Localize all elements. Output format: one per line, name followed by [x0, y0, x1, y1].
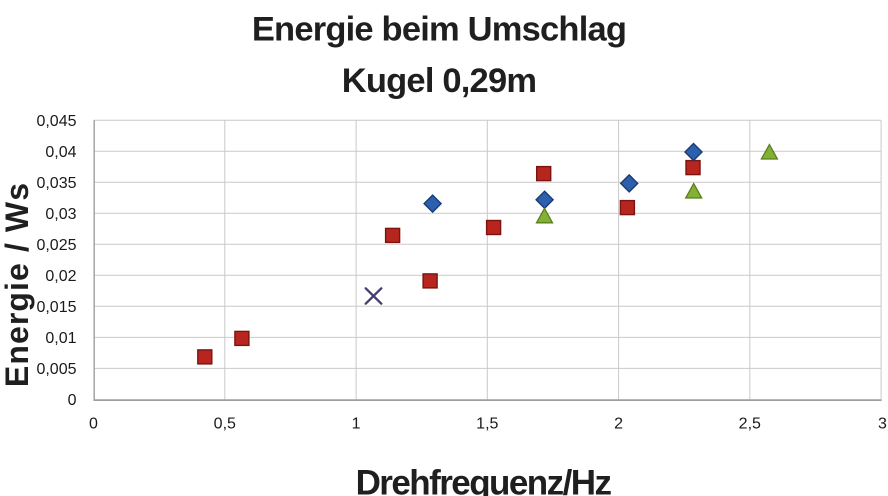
svg-text:0,005: 0,005	[36, 361, 76, 378]
svg-text:0,5: 0,5	[214, 416, 236, 433]
svg-text:0,03: 0,03	[45, 206, 76, 223]
svg-text:0: 0	[89, 416, 98, 433]
svg-text:0,025: 0,025	[36, 237, 76, 254]
svg-text:0: 0	[68, 392, 77, 409]
svg-text:0,045: 0,045	[36, 113, 76, 130]
svg-text:1: 1	[352, 416, 361, 433]
svg-text:2,5: 2,5	[739, 416, 761, 433]
svg-text:0,035: 0,035	[36, 175, 76, 192]
svg-text:0,04: 0,04	[45, 144, 76, 161]
svg-text:0,01: 0,01	[45, 330, 76, 347]
svg-text:0,015: 0,015	[36, 299, 76, 316]
svg-text:Drehfrequenz/Hz: Drehfrequenz/Hz	[356, 464, 612, 496]
svg-text:Energie beim Umschlag: Energie beim Umschlag	[252, 11, 626, 49]
svg-text:2: 2	[614, 416, 623, 433]
svg-text:1,5: 1,5	[476, 416, 498, 433]
svg-text:3: 3	[878, 416, 887, 433]
svg-text:0,02: 0,02	[45, 268, 76, 285]
svg-text:Energie / Ws: Energie / Ws	[0, 182, 35, 387]
svg-text:Kugel 0,29m: Kugel 0,29m	[342, 62, 536, 100]
